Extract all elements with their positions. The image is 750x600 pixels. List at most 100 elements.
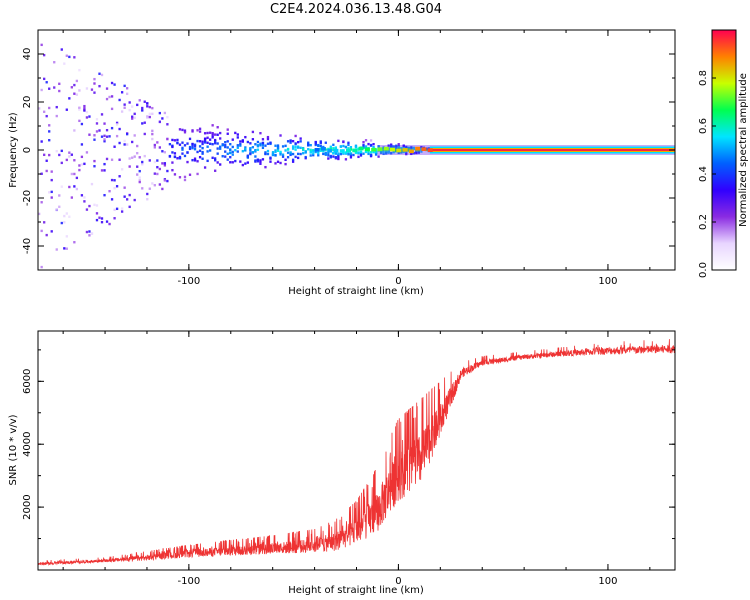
spectrogram-cell xyxy=(188,145,192,149)
spectrogram-cell xyxy=(211,124,214,127)
spectrogram-cell xyxy=(131,105,134,108)
spectrogram-cell xyxy=(168,142,172,146)
spectrogram-cell xyxy=(214,169,217,172)
spectrogram-cell xyxy=(110,107,114,111)
spectrogram-cell xyxy=(90,182,94,186)
spectrogram-cell xyxy=(60,185,63,188)
y-tick-label: 6000 xyxy=(22,369,33,394)
spectrogram-cell xyxy=(120,207,124,210)
spectrogram-cell xyxy=(251,138,255,141)
x-tick-label: 100 xyxy=(598,576,617,587)
spectrogram-cell xyxy=(367,151,370,154)
spectrogram-cell xyxy=(68,155,71,158)
spectrogram-cell xyxy=(108,189,111,193)
spectrogram-cell xyxy=(151,132,154,136)
spectrogram-cell xyxy=(314,141,317,144)
spectrogram-cell xyxy=(40,229,43,233)
spectrogram-cell xyxy=(133,198,136,202)
tone-blob xyxy=(358,146,364,151)
tone-blob xyxy=(327,148,333,153)
spectrogram-cell xyxy=(369,151,373,154)
spectrogram-cell xyxy=(395,149,398,153)
y-tick-label: 40 xyxy=(22,48,33,61)
spectrogram-cell xyxy=(382,146,385,149)
spectrogram-cell xyxy=(364,139,368,142)
spectrogram-cell xyxy=(307,144,310,147)
spectrogram-cell xyxy=(395,146,398,149)
colorbar-ticks: 0.0 0.2 0.4 0.6 0.8 xyxy=(698,70,716,278)
spectrogram-cell xyxy=(196,172,199,176)
spectrogram-cell xyxy=(85,208,89,211)
spectrogram-cell xyxy=(332,143,335,147)
spectrogram-cell xyxy=(344,158,348,161)
spectrogram-cell xyxy=(309,143,312,147)
spectrogram-cell xyxy=(224,143,227,147)
spectrogram-cell xyxy=(400,151,403,154)
spectrogram-cell xyxy=(214,159,217,162)
spectrogram-cell xyxy=(163,164,167,167)
spectrogram-cell xyxy=(286,140,290,143)
spectrogram-cell xyxy=(372,146,375,149)
spectrogram-cell xyxy=(113,83,116,86)
spectrogram-cell xyxy=(276,160,280,163)
tone-blob xyxy=(320,147,326,151)
spectrogram-cell xyxy=(58,89,61,93)
spectrogram-cell xyxy=(276,146,280,150)
spectrogram-cell xyxy=(309,148,312,152)
spectrogram-cell xyxy=(327,154,330,157)
spectrogram-cell xyxy=(284,158,287,161)
spectrogram-cell xyxy=(261,158,265,161)
spectrogram-cell xyxy=(211,131,214,135)
tone-band-core xyxy=(429,149,675,151)
spectrogram-cell xyxy=(198,130,202,133)
spectrogram-cell xyxy=(332,155,335,158)
spectrogram-cell xyxy=(171,161,174,164)
spectrogram-cell xyxy=(415,150,418,153)
snr-x-ticks: -100 0 100 xyxy=(62,331,651,587)
spectrogram-cell xyxy=(105,97,109,101)
spectrogram-cell xyxy=(271,152,275,155)
spectrogram-cell xyxy=(60,161,63,165)
spectrogram-cell xyxy=(234,159,237,163)
tone-blob xyxy=(371,147,377,152)
spectrogram-cell xyxy=(143,121,146,124)
spectrogram-cell xyxy=(115,134,119,138)
spectrogram-cell xyxy=(362,140,365,144)
spectrogram-cell xyxy=(201,150,204,154)
spectrogram-cell xyxy=(208,131,212,134)
spectrogram-cell xyxy=(261,138,265,141)
spectrogram-cell xyxy=(377,145,380,148)
spectrogram-cell xyxy=(156,159,159,162)
spectrogram-cell xyxy=(304,155,307,159)
spectrogram-cell xyxy=(78,168,81,172)
spectrogram-cell xyxy=(53,61,56,64)
spectrogram-cell xyxy=(334,146,338,149)
spectrogram-cell xyxy=(181,152,184,155)
spectrogram-cell xyxy=(369,154,373,158)
spectrogram-cell xyxy=(55,149,58,153)
spectrogram-cell xyxy=(261,143,265,147)
spectrogram-cell xyxy=(141,163,144,166)
tone-blob xyxy=(408,149,414,154)
spectrogram-cell xyxy=(73,129,76,132)
spectrogram-cell xyxy=(357,151,360,154)
spectrogram-cell xyxy=(113,186,116,190)
spectrogram-cell xyxy=(120,168,124,171)
spectrogram-cell xyxy=(133,112,136,116)
spectrogram-cell xyxy=(256,160,260,163)
spectrogram-cell xyxy=(239,143,242,146)
spectrogram-cell xyxy=(236,150,239,153)
spectrogram-cell xyxy=(384,152,388,155)
spectrogram-cell xyxy=(279,153,282,156)
x-tick-label: 100 xyxy=(598,276,617,287)
spectrogram-cell xyxy=(379,151,383,154)
spectrogram-cell xyxy=(249,149,252,152)
spectrogram-cell xyxy=(216,152,219,155)
spectrogram-cell xyxy=(93,138,96,141)
spectrogram-cell xyxy=(269,141,272,144)
spectrogram-cell xyxy=(151,182,154,185)
spectrogram-cell xyxy=(40,201,43,204)
spectrogram-cell xyxy=(123,106,126,109)
spectrogram-x-label: Height of straight line (km) xyxy=(288,286,424,297)
spectrogram-cell xyxy=(234,149,237,152)
